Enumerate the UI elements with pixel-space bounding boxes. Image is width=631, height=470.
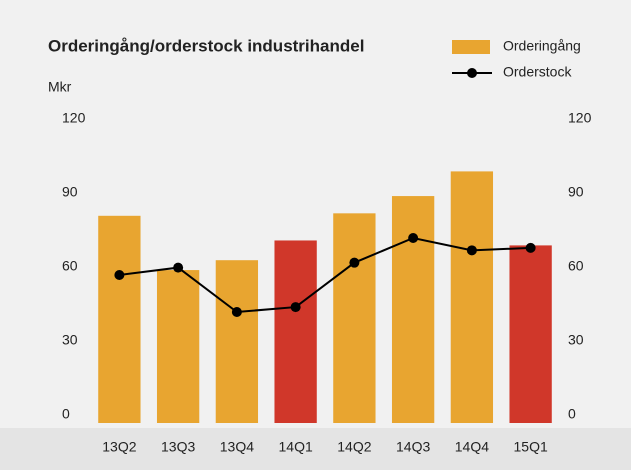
bar [274,240,317,423]
x-tick-label: 13Q4 [220,439,254,455]
line-point [466,245,477,256]
y2-tick-label: 30 [568,332,584,348]
legend-swatch-dot [467,68,477,78]
bar [215,260,259,423]
y-tick-label: 30 [62,332,78,348]
line-point [290,302,301,313]
bar [333,213,376,423]
line-point [173,262,184,273]
x-tick-label: 15Q1 [514,439,548,455]
legend-swatch [452,40,490,54]
line-point [231,307,242,317]
x-tick-label: 14Q3 [396,439,430,455]
line [119,236,531,314]
y-tick-label: 120 [62,110,86,126]
bar [98,215,141,423]
bar [156,270,200,423]
y2-tick-label: 90 [568,184,584,200]
legend-label: Orderstock [503,64,572,80]
x-tick-label: 14Q2 [337,439,371,455]
x-tick-label: 13Q2 [102,439,136,455]
line-point [525,242,536,253]
x-tick-label: 14Q1 [279,439,313,455]
legend-label: Orderingång [503,38,581,54]
line-point [408,233,419,243]
category-band [0,428,631,470]
y2-tick-label: 120 [568,110,592,126]
y2-tick-label: 0 [568,406,576,422]
y-tick-label: 0 [62,406,70,422]
y-tick-label: 60 [62,258,78,274]
x-tick-label: 13Q3 [161,439,195,455]
y2-tick-label: 60 [568,258,584,274]
bar [450,171,494,423]
bar [391,196,435,423]
chart-title: Orderingång/orderstock industrihandel [48,36,364,55]
x-tick-label: 14Q4 [455,439,489,455]
bar [509,245,552,423]
line-point [114,270,125,280]
line-point [349,257,360,268]
y-axis-label: Mkr [48,79,72,95]
y-tick-label: 90 [62,184,78,200]
